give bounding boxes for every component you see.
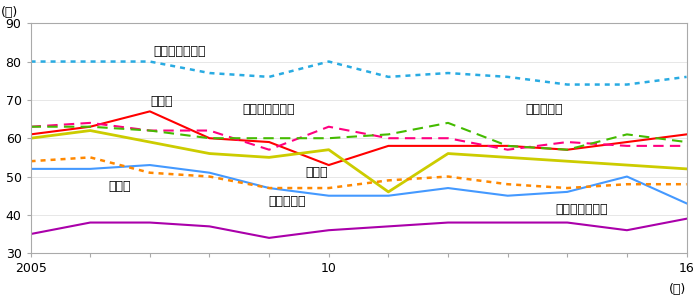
Text: 宿泊業、飲食業: 宿泊業、飲食業: [555, 203, 608, 216]
Text: (年): (年): [669, 283, 687, 296]
Text: 医療・福祉: 医療・福祉: [268, 195, 306, 208]
Text: 金融業、保険業: 金融業、保険業: [153, 46, 206, 59]
Text: 卸売業、小売業: 卸売業、小売業: [243, 103, 295, 116]
Text: 情報通信業: 情報通信業: [526, 103, 563, 116]
Text: 運輸業: 運輸業: [108, 180, 132, 193]
Text: 製造業: 製造業: [306, 166, 328, 179]
Text: 建設業: 建設業: [150, 95, 173, 108]
Text: (％): (％): [1, 6, 18, 19]
